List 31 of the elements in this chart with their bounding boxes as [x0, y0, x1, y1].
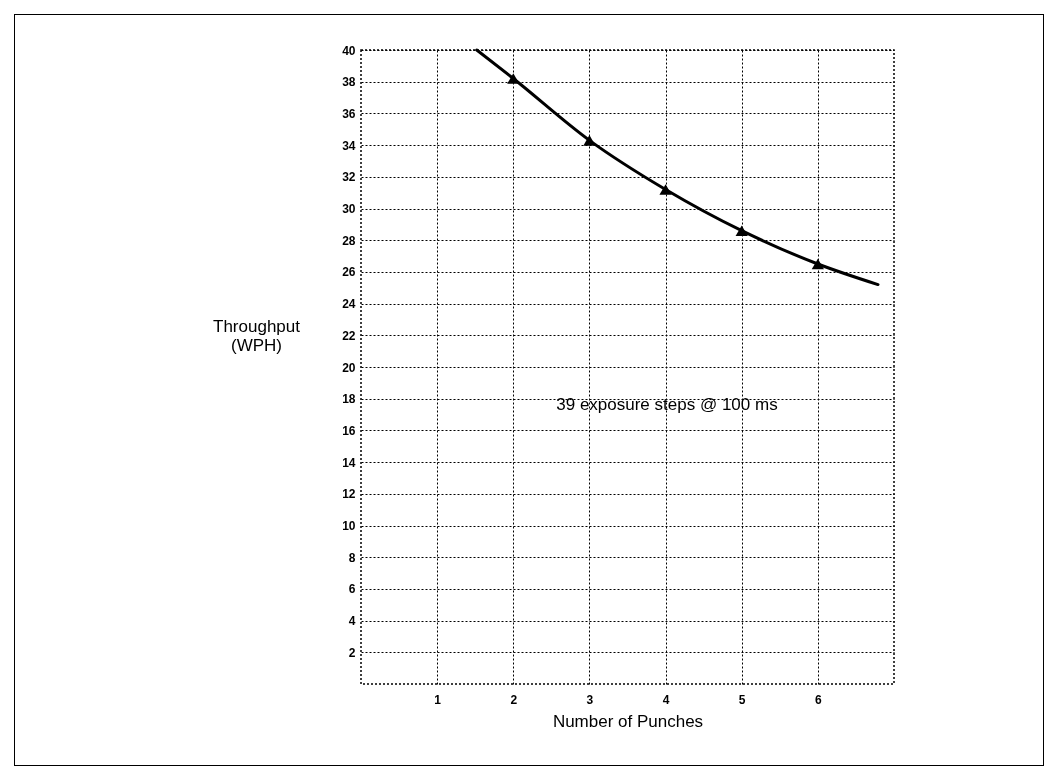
- point: [659, 184, 672, 195]
- y-tick-label: 34: [342, 138, 356, 153]
- y-tick-label: 4: [348, 614, 356, 629]
- y-tick-label: 32: [342, 170, 356, 185]
- y-tick-label: 22: [342, 328, 356, 343]
- y-tick-label: 16: [342, 423, 356, 438]
- y-tick-label: 10: [342, 519, 356, 533]
- y-tick-label: 18: [342, 392, 356, 407]
- y-tick-label: 24: [342, 297, 356, 312]
- x-tick-label: 3: [586, 692, 594, 707]
- y-tick-label: 38: [342, 75, 356, 90]
- y-tick-label: 28: [342, 233, 356, 248]
- y-tick-label: 26: [342, 265, 356, 280]
- y-tick-label: 40: [342, 43, 356, 58]
- x-tick-label: 6: [815, 692, 823, 707]
- x-tick-label: 2: [510, 692, 518, 707]
- y-tick-label: 14: [342, 455, 356, 470]
- y-tick-label: 30: [342, 202, 356, 216]
- y-tick-label: 6: [348, 582, 356, 597]
- y-tick-label: 12: [342, 487, 356, 502]
- y-axis-title: Throughput (WPH): [213, 316, 301, 355]
- y-tick-label: 20: [342, 360, 356, 375]
- point: [735, 225, 748, 236]
- y-tick-label: 2: [348, 645, 356, 660]
- x-tick-label: 1: [434, 692, 442, 707]
- x-tick-label: 5: [738, 692, 746, 707]
- y-tick-label: 36: [342, 106, 356, 121]
- x-tick-label: 4: [662, 692, 670, 707]
- x-axis-title: Number of Punches: [552, 711, 704, 731]
- y-tick-label: 8: [348, 550, 356, 565]
- point: [811, 258, 824, 270]
